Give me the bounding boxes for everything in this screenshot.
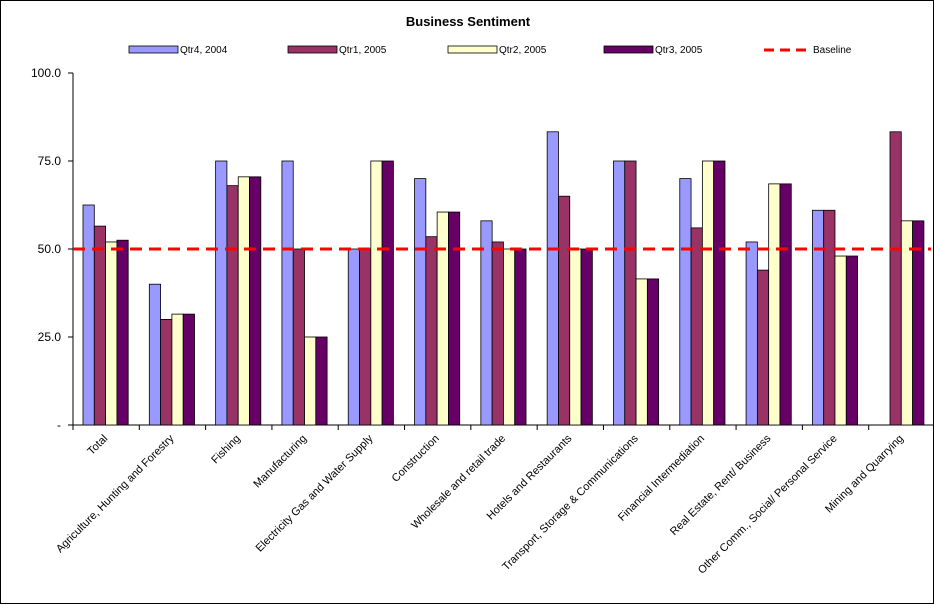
bar xyxy=(226,185,239,426)
bar xyxy=(679,178,692,426)
bar xyxy=(503,248,516,426)
bar xyxy=(425,236,438,426)
x-category-label: Fishing xyxy=(209,433,243,467)
legend-label: Qtr1, 2005 xyxy=(339,45,387,56)
bar xyxy=(624,160,637,426)
bar xyxy=(160,318,173,426)
bar xyxy=(745,241,758,426)
bar xyxy=(768,183,781,426)
bar xyxy=(514,248,527,426)
bar xyxy=(845,255,858,426)
bar xyxy=(900,220,913,426)
bar xyxy=(491,241,504,426)
bar xyxy=(82,204,95,426)
bar xyxy=(281,160,294,426)
bar xyxy=(756,269,770,426)
bar xyxy=(148,283,162,426)
x-category-label: Manufacturing xyxy=(251,433,309,491)
bar xyxy=(546,131,559,426)
y-tick-label: 100.0 xyxy=(31,66,61,80)
bar xyxy=(347,248,360,426)
x-category-label: Agriculture, Hunting and Forestry xyxy=(54,432,177,555)
legend-label: Qtr4, 2004 xyxy=(180,45,228,56)
bar xyxy=(889,131,902,426)
bar xyxy=(436,211,449,426)
x-category-label: Construction xyxy=(390,433,442,485)
legend-label: Baseline xyxy=(813,45,852,56)
bar xyxy=(448,211,461,426)
x-category-label: Electricity Gas and Water Supply xyxy=(254,432,376,554)
legend-swatch xyxy=(128,45,179,54)
bar xyxy=(580,248,593,426)
legend-swatch xyxy=(447,45,498,54)
x-category-label: Other Comm., Social/ Personal Service xyxy=(696,433,840,577)
legend-label: Qtr2, 2005 xyxy=(499,45,547,56)
legend-swatch xyxy=(287,45,338,54)
x-category-label: Transport, Storage & Communications xyxy=(500,432,641,573)
bar xyxy=(823,209,836,426)
legend-label: Qtr3, 2005 xyxy=(655,45,703,56)
bar xyxy=(834,255,847,426)
bar xyxy=(215,160,228,426)
chart-title: Business Sentiment xyxy=(406,14,531,29)
bar xyxy=(381,160,394,426)
bar xyxy=(182,313,195,426)
bar xyxy=(701,160,715,426)
bar xyxy=(480,220,493,426)
y-tick-label: 75.0 xyxy=(38,154,62,168)
bar xyxy=(811,209,825,426)
y-tick-label: - xyxy=(57,418,61,432)
bar xyxy=(713,160,726,426)
bar xyxy=(93,225,107,426)
bar xyxy=(105,241,118,426)
bar xyxy=(292,248,305,426)
bar xyxy=(171,313,184,426)
legend: Qtr4, 2004 Qtr1, 2005 Qtr2, 2005 Qtr3, 2005… xyxy=(128,45,852,56)
bar xyxy=(414,178,427,426)
bar xyxy=(116,239,129,426)
bar xyxy=(359,248,372,426)
y-tick-label: 50.0 xyxy=(38,242,62,256)
bar xyxy=(779,183,792,426)
bar xyxy=(249,176,262,426)
legend-swatch xyxy=(603,45,654,54)
bar xyxy=(646,278,660,426)
bar xyxy=(315,336,328,426)
bar xyxy=(690,227,703,426)
x-category-label: Total xyxy=(85,433,110,458)
y-tick-label: 25.0 xyxy=(38,330,62,344)
bar xyxy=(569,248,582,426)
bar xyxy=(304,336,317,426)
bar xyxy=(558,195,571,426)
bar xyxy=(635,278,648,426)
bar xyxy=(237,176,250,426)
bar xyxy=(613,160,626,426)
bar xyxy=(370,160,383,426)
bar xyxy=(912,220,925,426)
